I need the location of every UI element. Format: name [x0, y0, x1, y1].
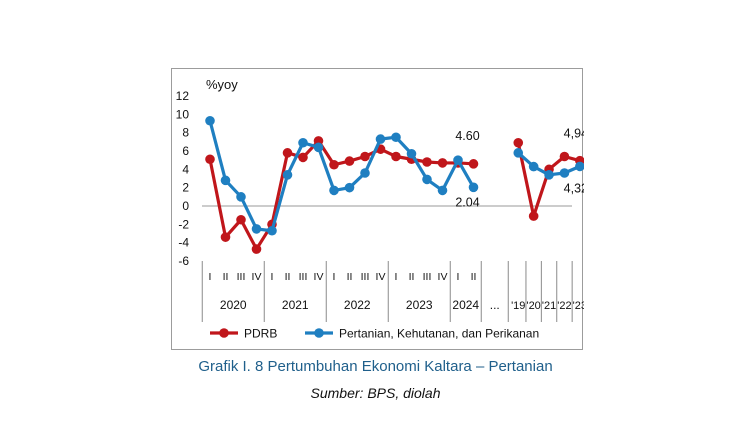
x-tick-label-quarter: II: [409, 271, 415, 283]
x-tick-label-quarter: I: [333, 271, 336, 283]
data-point-pdrb: [559, 151, 570, 162]
data-point-pdrb: [528, 211, 539, 221]
data-point-pdrb: [437, 158, 448, 168]
x-tick-label-quarter: I: [457, 271, 460, 283]
x-tick-label-quarter: IV: [252, 271, 262, 283]
legend-label: PDRB: [244, 327, 277, 341]
y-tick-label: 4: [182, 162, 189, 176]
series-line-pertanian-quarterly: [208, 120, 475, 233]
x-axis-break-label: ...: [490, 298, 500, 312]
y-tick-label: 8: [182, 126, 189, 140]
y-tick-label: 2: [182, 181, 189, 195]
data-point-pdrb: [391, 151, 401, 162]
data-point-pertanian: [236, 192, 246, 202]
data-point-pertanian: [360, 168, 370, 178]
data-label: 2.04: [455, 195, 479, 209]
data-point-pertanian: [298, 137, 308, 148]
x-tick-label-year: 2022: [344, 298, 371, 312]
data-point-pdrb: [329, 159, 339, 170]
x-tick-label-quarter: I: [209, 271, 212, 283]
data-point-pertanian: [267, 225, 277, 236]
data-point-pertanian: [453, 155, 463, 165]
data-point-pertanian: [251, 224, 262, 234]
data-point-pertanian: [329, 185, 339, 196]
data-point-pdrb: [205, 154, 215, 165]
data-point-pertanian: [528, 161, 539, 172]
x-tick-label-quarter: II: [347, 271, 353, 283]
data-point-pertanian: [468, 182, 479, 193]
data-point-pertanian: [544, 170, 554, 180]
data-point-pdrb: [236, 214, 246, 225]
legend-marker: [219, 328, 229, 338]
y-tick-label: 0: [182, 199, 189, 213]
x-tick-label-year: 2020: [220, 298, 247, 312]
data-point-pertanian: [406, 148, 417, 159]
data-point-pdrb: [220, 232, 231, 242]
data-point-pertanian: [375, 134, 386, 144]
x-tick-label-annual: '21: [542, 300, 556, 312]
y-tick-label: 6: [182, 144, 189, 158]
chart-frame: %yoy -6 -4 -2 0 2 4 6 8 10 12 I II III IV I II III IV I II II…: [171, 68, 584, 350]
x-tick-label-year: 2023: [406, 298, 433, 312]
chart-source: Sumber: BPS, diolah: [310, 385, 441, 401]
x-tick-label-annual: '19: [511, 300, 525, 312]
x-tick-label-quarter: II: [223, 271, 229, 283]
x-tick-label-quarter: III: [299, 271, 308, 283]
x-tick-label-year: 2024: [452, 298, 479, 312]
data-point-pdrb: [282, 148, 293, 158]
x-tick-label-quarter: IV: [438, 271, 448, 283]
data-point-pertanian: [559, 168, 570, 178]
data-point-pdrb: [513, 137, 524, 148]
data-point-pdrb: [344, 156, 355, 166]
x-tick-label-quarter: II: [285, 271, 291, 283]
series-line-pdrb-quarterly: [208, 139, 474, 251]
x-tick-label-quarter: III: [361, 271, 370, 283]
data-point-pertanian: [575, 161, 584, 172]
data-point-pdrb: [360, 151, 370, 162]
data-point-pertanian: [437, 185, 448, 196]
x-tick-label-quarter: I: [395, 271, 398, 283]
x-tick-label-quarter: I: [271, 271, 274, 283]
y-tick-label: -2: [178, 217, 189, 231]
data-point-pertanian: [282, 170, 293, 180]
data-label: 4.60: [455, 129, 479, 143]
legend-label: Pertanian, Kehutanan, dan Perikanan: [339, 327, 539, 341]
data-point-pertanian: [344, 182, 355, 193]
data-label: 4,32: [564, 181, 584, 195]
x-tick-label-quarter: III: [423, 271, 432, 283]
data-point-pertanian: [313, 142, 324, 153]
data-label: 4,94: [564, 127, 584, 141]
chart-caption: Grafik I. 8 Pertumbuhan Ekonomi Kaltara …: [198, 358, 553, 375]
x-tick-label-annual: '23: [573, 300, 584, 312]
data-point-pertanian: [391, 132, 401, 143]
x-tick-label-annual: '22: [557, 300, 571, 312]
y-tick-label: 10: [176, 107, 190, 121]
data-point-pdrb: [298, 152, 308, 163]
legend-marker: [314, 328, 324, 338]
data-point-pertanian: [205, 115, 215, 126]
data-point-pdrb: [468, 159, 479, 169]
x-tick-label-year: 2021: [282, 298, 309, 312]
x-tick-label-quarter: IV: [314, 271, 324, 283]
x-tick-label-quarter: IV: [376, 271, 386, 283]
data-point-pertanian: [422, 174, 432, 185]
data-point-pdrb: [251, 244, 262, 254]
x-tick-label-quarter: III: [237, 271, 246, 283]
y-tick-label: -6: [178, 254, 189, 268]
data-point-pertanian: [220, 175, 231, 186]
x-tick-label-annual: '20: [526, 300, 540, 312]
y-axis-title: %yoy: [206, 77, 238, 92]
y-tick-label: 12: [176, 89, 190, 103]
y-tick-label: -4: [178, 236, 189, 250]
x-tick-label-quarter: II: [471, 271, 477, 283]
data-point-pertanian: [513, 148, 524, 158]
data-point-pdrb: [422, 157, 432, 167]
